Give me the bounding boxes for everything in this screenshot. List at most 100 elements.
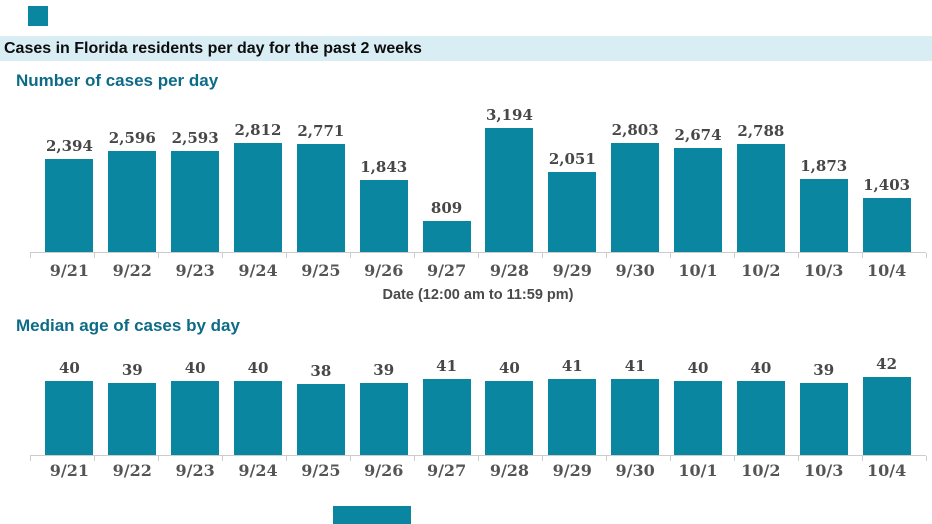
x-tick-label: 9/29 — [552, 261, 592, 280]
cases-x-axis-caption: Date (12:00 am to 11:59 pm) — [382, 287, 574, 303]
axis-tick — [350, 253, 351, 258]
bar-value-label: 1,843 — [360, 158, 408, 176]
axis-tick — [542, 456, 543, 461]
bar-column: 39 — [101, 351, 164, 455]
bar[interactable] — [862, 198, 911, 252]
bar-column: 40 — [164, 351, 227, 455]
bar[interactable] — [45, 159, 94, 252]
median-age-bar-chart: 40 39 40 40 38 39 41 40 41 41 40 40 39 42 — [38, 351, 918, 455]
chart2-title: Median age of cases by day — [16, 316, 240, 335]
bar[interactable] — [548, 379, 597, 455]
bar-column: 40 — [38, 351, 101, 455]
bar-value-label: 39 — [813, 361, 835, 379]
bar-column: 41 — [604, 351, 667, 455]
bar-column: 2,771 — [289, 100, 352, 252]
bar-column: 809 — [415, 100, 478, 252]
bar-value-label: 809 — [430, 199, 463, 217]
x-tick-label: 9/27 — [426, 461, 467, 480]
axis-tick — [542, 253, 543, 258]
bar-column: 38 — [289, 351, 352, 455]
x-tick-label: 9/30 — [615, 461, 655, 480]
x-tick-label: 9/28 — [489, 261, 530, 280]
bar[interactable] — [611, 143, 660, 252]
bar[interactable] — [674, 148, 723, 252]
bar-value-label: 2,812 — [234, 121, 282, 139]
x-tick-label: 9/26 — [364, 261, 404, 280]
bar-column: 3,194 — [478, 100, 541, 252]
axis-tick — [30, 456, 31, 461]
bar[interactable] — [171, 151, 220, 252]
bar-value-label: 42 — [876, 355, 898, 373]
cases-x-tick-labels: 9/21 9/22 9/23 9/24 9/25 9/26 9/27 9/28 9/29 9/30… — [38, 261, 918, 280]
bar[interactable] — [674, 381, 723, 455]
bar-value-label: 2,674 — [674, 126, 722, 144]
axis-tick — [862, 456, 863, 461]
bar-column: 2,394 — [38, 100, 101, 252]
axis-tick — [670, 456, 671, 461]
bar-column: 2,674 — [667, 100, 730, 252]
axis-tick — [606, 253, 607, 258]
axis-tick — [158, 253, 159, 258]
bar-value-label: 40 — [184, 359, 206, 377]
bar-value-label: 2,596 — [108, 129, 156, 147]
axis-tick — [286, 253, 287, 258]
banner: Cases in Florida residents per day for t… — [0, 36, 932, 61]
bar-value-label: 40 — [499, 359, 520, 377]
cases-bar-chart: 2,394 2,596 2,593 2,812 2,771 1,843 809 3,194 2,… — [38, 100, 918, 252]
teal-square-decoration — [28, 6, 48, 26]
bar-column: 1,843 — [352, 100, 415, 252]
bar-column: 2,812 — [227, 100, 290, 252]
bar-value-label: 39 — [121, 361, 143, 379]
bar[interactable] — [108, 151, 157, 252]
bar[interactable] — [422, 379, 471, 455]
x-tick-label: 9/28 — [489, 461, 530, 480]
bar[interactable] — [611, 379, 660, 455]
bar[interactable] — [799, 383, 848, 455]
axis-tick — [158, 456, 159, 461]
bar[interactable] — [234, 143, 282, 252]
bar[interactable] — [234, 381, 282, 455]
bar-value-label: 2,788 — [737, 122, 785, 140]
bar[interactable] — [485, 128, 534, 252]
bar[interactable] — [296, 384, 345, 455]
bar[interactable] — [422, 221, 471, 252]
axis-tick — [414, 253, 415, 258]
x-tick-label: 10/2 — [741, 461, 781, 480]
bar-column: 2,788 — [729, 100, 792, 252]
bar-column: 42 — [855, 351, 918, 455]
bar[interactable] — [45, 381, 94, 455]
x-tick-label: 10/2 — [741, 261, 781, 280]
x-tick-label: 9/23 — [175, 261, 215, 280]
bar-value-label: 3,194 — [485, 106, 533, 124]
bar[interactable] — [799, 179, 848, 252]
bar-value-label: 1,873 — [800, 157, 848, 175]
axis-tick — [606, 456, 607, 461]
bar-value-label: 40 — [58, 359, 80, 377]
x-tick-label: 9/26 — [364, 461, 404, 480]
bar[interactable] — [108, 383, 157, 455]
bar[interactable] — [862, 377, 911, 455]
x-tick-label: 10/4 — [866, 261, 907, 280]
axis-tick — [862, 253, 863, 258]
bar[interactable] — [736, 144, 785, 252]
x-tick-label: 9/21 — [49, 261, 90, 280]
x-tick-label: 10/1 — [678, 261, 718, 280]
bar[interactable] — [359, 180, 408, 252]
x-tick-label: 10/3 — [804, 261, 844, 280]
bar-column: 40 — [478, 351, 541, 455]
axis-tick — [670, 253, 671, 258]
bar[interactable] — [548, 172, 597, 252]
bar[interactable] — [296, 144, 345, 252]
bar-column: 40 — [667, 351, 730, 455]
bar[interactable] — [736, 381, 785, 455]
bar[interactable] — [359, 383, 408, 455]
bar-value-label: 1,403 — [863, 176, 911, 194]
banner-title: Cases in Florida residents per day for t… — [4, 39, 422, 57]
bar-column: 2,051 — [541, 100, 604, 252]
axis-tick — [798, 253, 799, 258]
axis-tick — [94, 456, 95, 461]
bar[interactable] — [171, 381, 220, 455]
bar[interactable] — [485, 381, 534, 455]
x-tick-label: 10/1 — [678, 461, 718, 480]
bar-column: 1,403 — [855, 100, 918, 252]
